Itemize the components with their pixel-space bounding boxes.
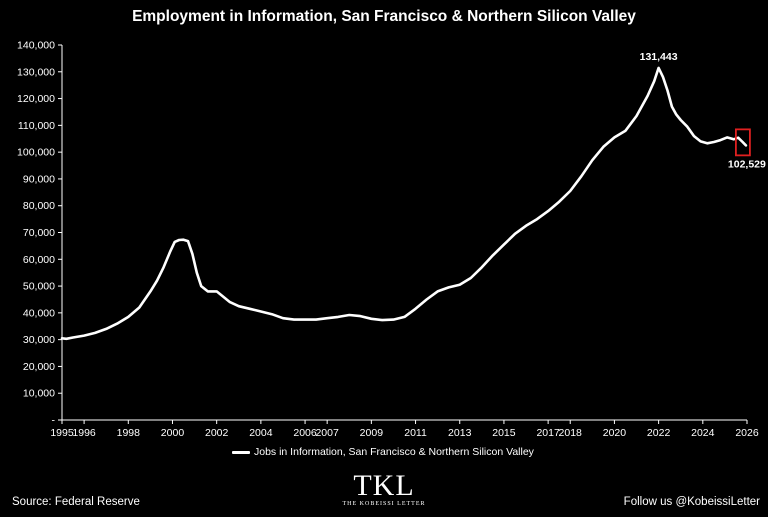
y-tick-label: 40,000 (23, 307, 55, 319)
y-tick-label: 60,000 (23, 254, 55, 266)
y-tick-label: 100,000 (17, 147, 55, 159)
x-tick-label: 2011 (404, 427, 427, 439)
x-tick-label: 2022 (647, 427, 671, 439)
y-tick-label: 90,000 (23, 173, 55, 185)
y-tick-label: 30,000 (23, 334, 55, 346)
y-tick-label: 10,000 (23, 388, 55, 400)
x-tick-label: 2020 (603, 427, 627, 439)
x-tick-label: 2013 (448, 427, 472, 439)
y-tick-label: 80,000 (23, 200, 55, 212)
peak-value-label: 131,443 (640, 51, 678, 63)
x-tick-label: 2017 (536, 427, 560, 439)
y-tick-label: 70,000 (23, 227, 55, 239)
x-tick-label: 2000 (161, 427, 185, 439)
y-tick-label: 110,000 (18, 120, 55, 132)
chart-title: Employment in Information, San Francisco… (132, 8, 636, 25)
tkl-logo: TKL THE KOBEISSI LETTER (336, 469, 432, 508)
x-tick-label: 2018 (559, 427, 583, 439)
y-tick-label: 140,000 (17, 40, 55, 52)
x-tick-label: 2006 (293, 427, 317, 439)
follow-link[interactable]: Follow us @KobeissiLetter (623, 496, 760, 508)
y-tick-label: - (52, 415, 56, 427)
source-note: Source: Federal Reserve (12, 496, 140, 508)
x-tick-label: 2015 (492, 427, 516, 439)
highlight-box (734, 128, 751, 157)
x-tick-label: 2026 (735, 427, 759, 439)
legend-swatch (232, 450, 250, 454)
x-tick-label: 1995 (50, 427, 74, 439)
x-tick-label: 2009 (360, 427, 384, 439)
logo-mark: TKL (353, 469, 415, 502)
logo-subtitle: THE KOBEISSI LETTER (342, 501, 426, 507)
latest-value-label: 102,529 (728, 158, 766, 170)
x-tick-label: 2007 (315, 427, 339, 439)
y-tick-label: 120,000 (17, 93, 55, 105)
y-tick-label: 50,000 (23, 281, 55, 293)
legend-label: Jobs in Information, San Francisco & Nor… (254, 446, 534, 458)
x-tick-label: 1998 (117, 427, 141, 439)
series-line (60, 66, 748, 341)
x-tick-label: 2004 (249, 427, 273, 439)
y-tick-label: 130,000 (17, 66, 55, 78)
x-tick-label: 2002 (205, 427, 229, 439)
x-tick-label: 2024 (691, 427, 715, 439)
legend: Jobs in Information, San Francisco & Nor… (232, 446, 534, 458)
x-tick-label: 1996 (72, 427, 96, 439)
y-tick-label: 20,000 (23, 361, 55, 373)
